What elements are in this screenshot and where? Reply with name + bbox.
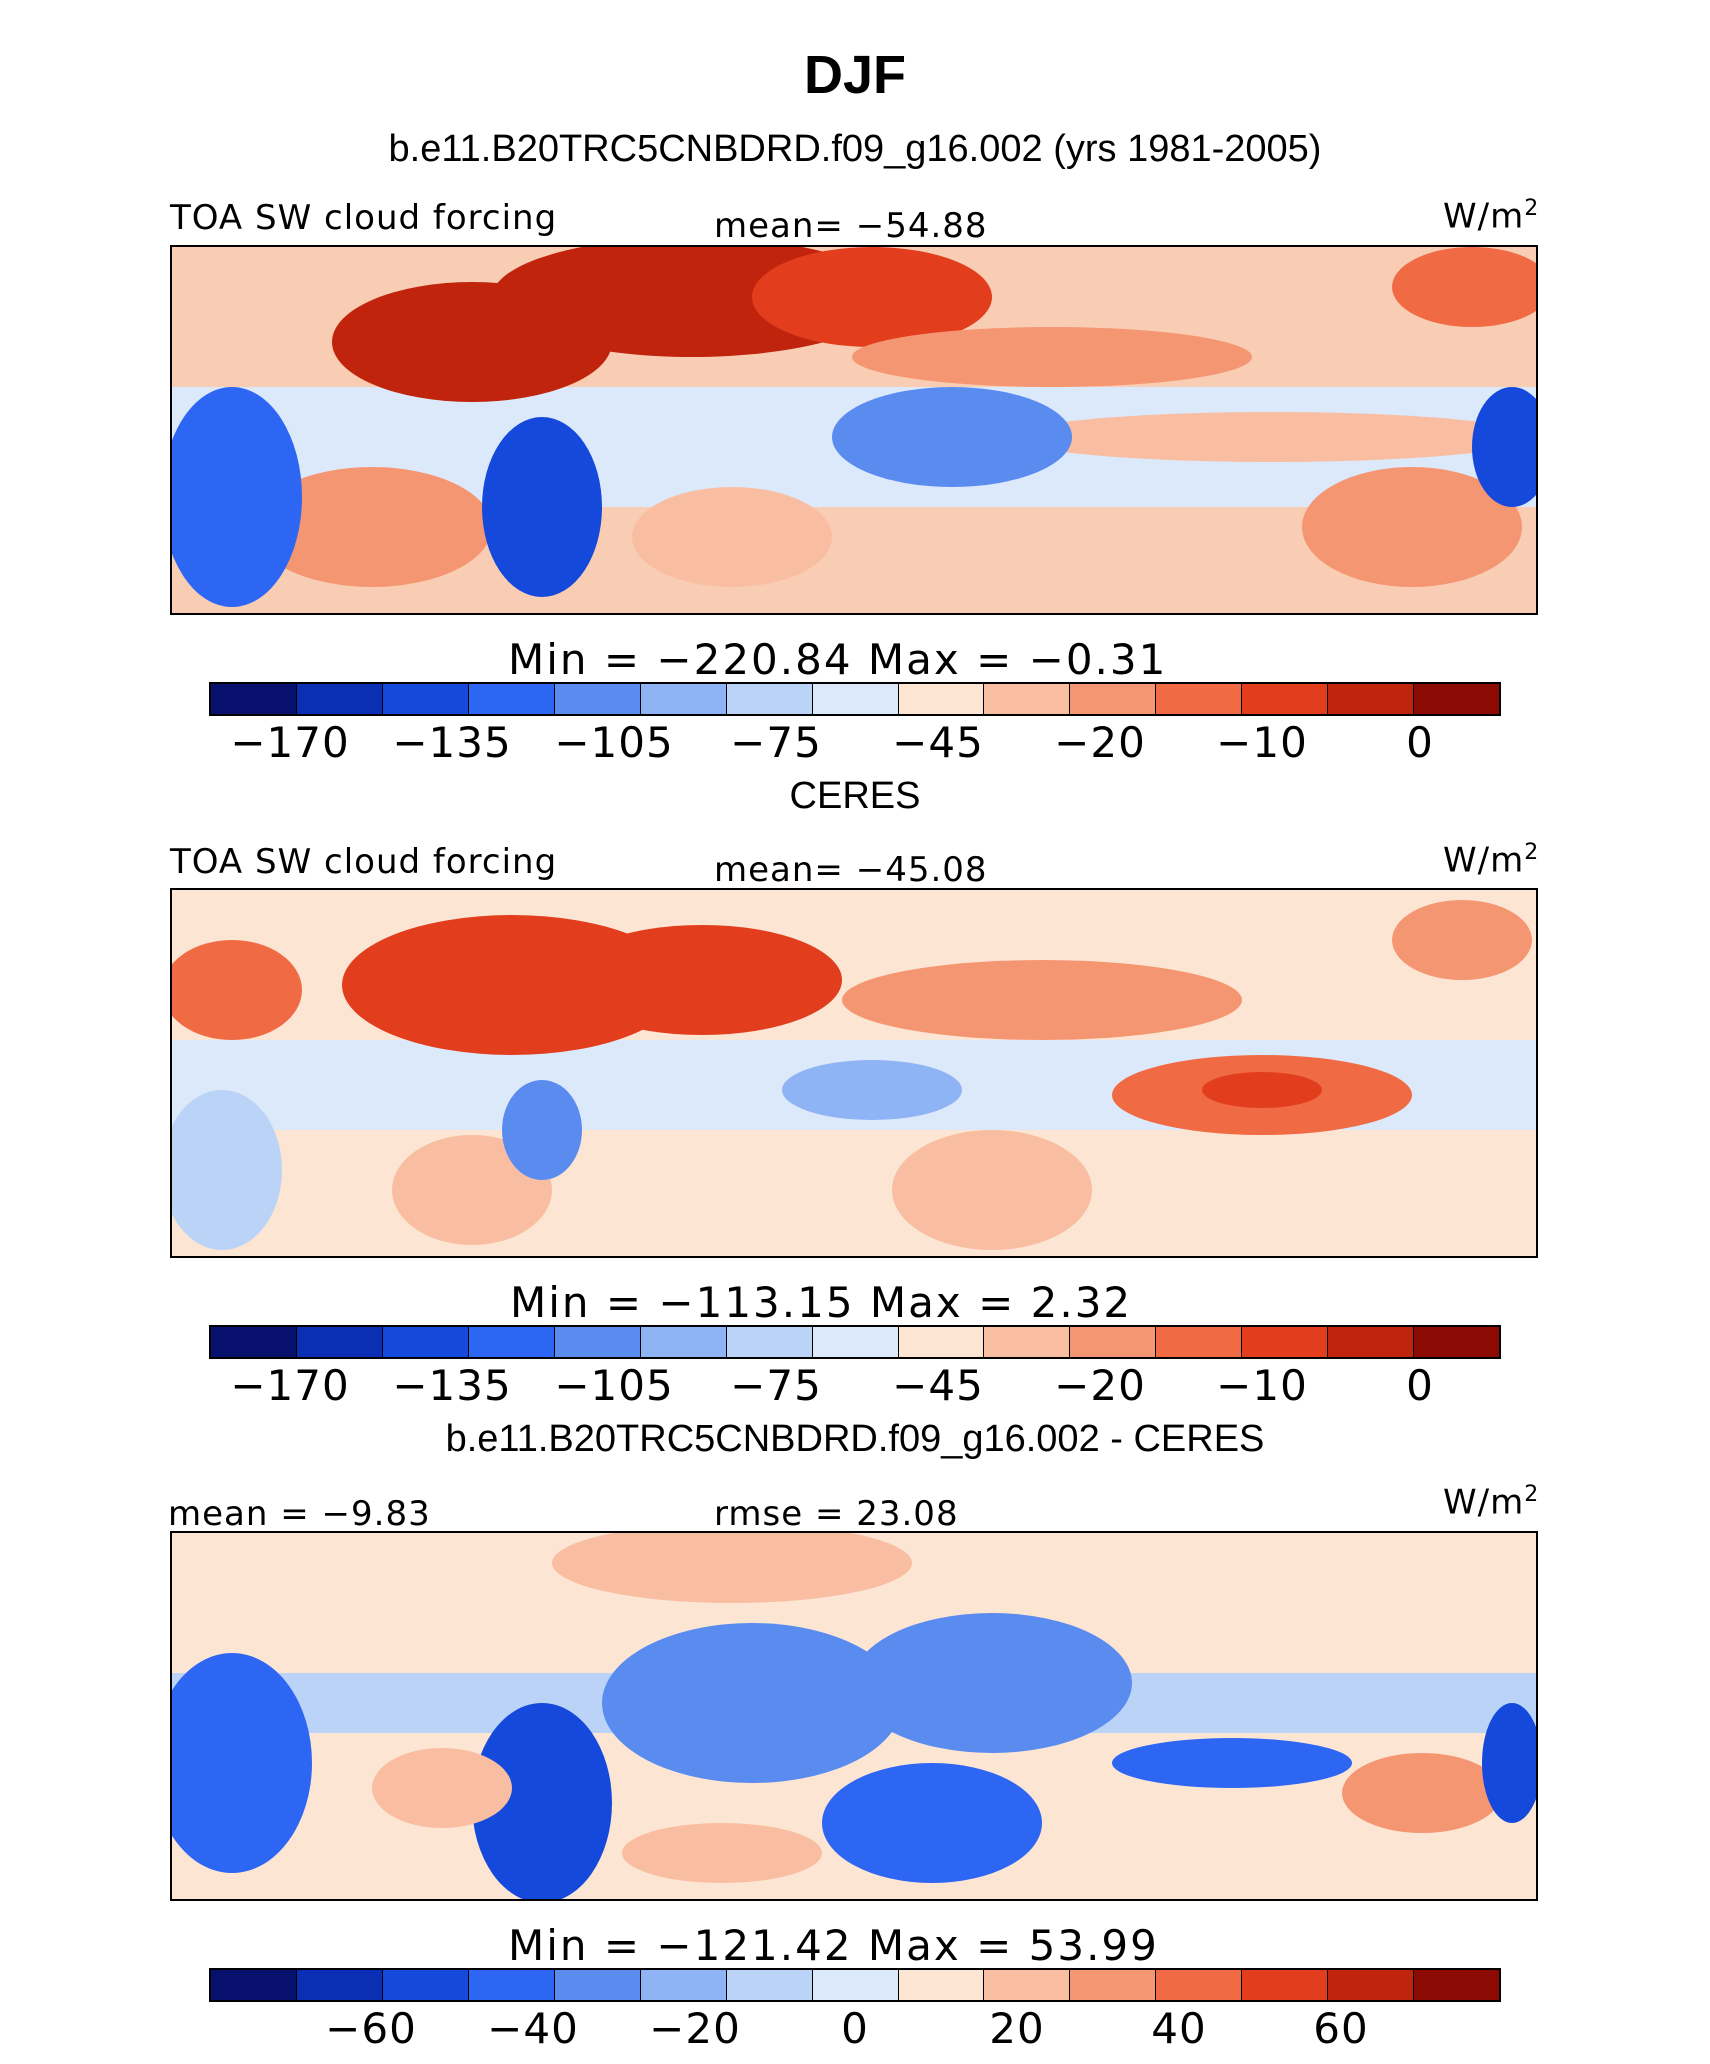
colorbar-segment [382,684,469,714]
colorbar-segment [898,1970,985,2000]
colorbar-tick-label: −105 [554,718,674,767]
panel1-mean-label: mean= −54.88 [714,206,988,246]
colorbar-segment [812,1327,899,1357]
panel1-heading: b.e11.B20TRC5CNBDRD.f09_g16.002 (yrs 198… [388,128,1322,170]
colorbar-tick-label: −135 [392,718,512,767]
colorbar-tick-label: −20 [1054,718,1146,767]
colorbar-segment [1070,1970,1157,2000]
colorbar-segment [898,684,985,714]
panel3-rmse-label: rmse = 23.08 [714,1494,959,1534]
colorbar-segment [1328,1327,1415,1357]
panel2-colorbar [209,1325,1501,1359]
colorbar-tick-label: 0 [841,2004,869,2053]
colorbar-tick-label: 0 [1406,718,1434,767]
colorbar-tick-label: −170 [230,718,350,767]
colorbar-segment [1414,1970,1500,2000]
colorbar-segment [382,1327,469,1357]
colorbar-segment [1070,1327,1157,1357]
colorbar-tick-label: −170 [230,1361,350,1410]
colorbar-segment [468,1970,555,2000]
colorbar-segment [1414,684,1500,714]
colorbar-segment [1156,684,1243,714]
colorbar-segment [296,684,383,714]
colorbar-segment [296,1327,383,1357]
panel2-left-label: TOA SW cloud forcing [170,842,558,882]
figure-title: DJF [803,45,906,105]
colorbar-tick-label: −60 [325,2004,417,2053]
colorbar-segment [382,1970,469,2000]
colorbar-tick-label: 20 [989,2004,1045,2053]
colorbar-tick-label: −40 [487,2004,579,2053]
colorbar-segment [984,684,1071,714]
panel1-left-label: TOA SW cloud forcing [170,198,558,238]
colorbar-segment [640,1327,727,1357]
colorbar-tick-label: −10 [1216,718,1308,767]
panel2-map [170,888,1538,1258]
colorbar-segment [468,1327,555,1357]
panel2-units: W/m2 [1443,840,1540,881]
colorbar-tick-label: −20 [1054,1361,1146,1410]
colorbar-tick-label: −135 [392,1361,512,1410]
colorbar-segment [1242,684,1329,714]
colorbar-segment [554,684,641,714]
panel3-heading: b.e11.B20TRC5CNBDRD.f09_g16.002 - CERES [445,1418,1265,1460]
colorbar-tick-label: 0 [1406,1361,1434,1410]
colorbar-segment [898,1327,985,1357]
panel3-units: W/m2 [1443,1482,1540,1523]
colorbar-segment [468,684,555,714]
colorbar-tick-label: −105 [554,1361,674,1410]
colorbar-segment [554,1970,641,2000]
colorbar-segment [1156,1970,1243,2000]
colorbar-segment [211,1970,297,2000]
panel1-map [170,245,1538,615]
colorbar-segment [726,1327,813,1357]
panel3-colorbar [209,1968,1501,2002]
colorbar-segment [1328,1970,1415,2000]
colorbar-segment [1414,1327,1500,1357]
colorbar-segment [640,1970,727,2000]
colorbar-tick-label: −20 [649,2004,741,2053]
panel3-minmax: Min = −121.42 Max = 53.99 [508,1921,1159,1970]
colorbar-segment [1242,1970,1329,2000]
colorbar-segment [640,684,727,714]
colorbar-segment [984,1327,1071,1357]
panel2-heading: CERES [789,775,921,817]
colorbar-segment [211,684,297,714]
colorbar-tick-label: 40 [1151,2004,1207,2053]
colorbar-segment [296,1970,383,2000]
colorbar-segment [1070,684,1157,714]
colorbar-tick-label: −75 [730,718,822,767]
panel2-mean-label: mean= −45.08 [714,850,988,890]
colorbar-segment [1156,1327,1243,1357]
colorbar-segment [984,1970,1071,2000]
colorbar-segment [726,1970,813,2000]
colorbar-tick-label: −45 [892,1361,984,1410]
panel1-colorbar [209,682,1501,716]
colorbar-tick-label: −75 [730,1361,822,1410]
colorbar-segment [812,684,899,714]
colorbar-tick-label: −45 [892,718,984,767]
panel1-units: W/m2 [1443,196,1540,237]
colorbar-tick-label: 60 [1313,2004,1369,2053]
colorbar-segment [211,1327,297,1357]
colorbar-segment [726,684,813,714]
colorbar-segment [812,1970,899,2000]
panel1-minmax: Min = −220.84 Max = −0.31 [508,635,1168,684]
panel3-mean-label: mean = −9.83 [168,1494,431,1534]
colorbar-segment [1328,684,1415,714]
panel3-map [170,1531,1538,1901]
colorbar-segment [1242,1327,1329,1357]
panel2-minmax: Min = −113.15 Max = 2.32 [510,1278,1133,1327]
colorbar-segment [554,1327,641,1357]
colorbar-tick-label: −10 [1216,1361,1308,1410]
